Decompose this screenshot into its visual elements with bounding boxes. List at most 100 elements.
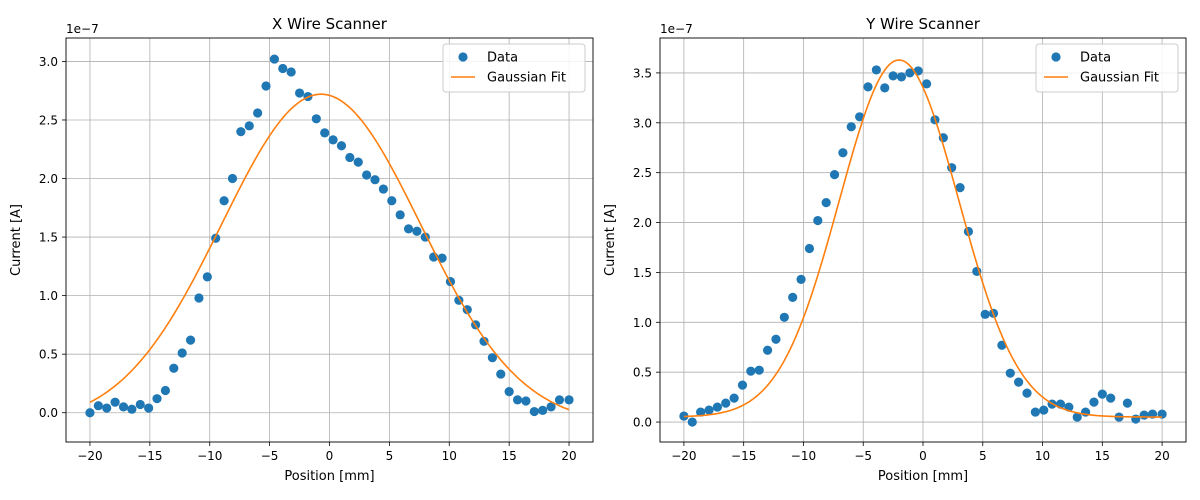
legend: Data Gaussian Fit xyxy=(1035,43,1179,93)
legend: Data Gaussian Fit xyxy=(442,43,586,93)
data-point xyxy=(269,54,280,64)
x-tick-label: 10 xyxy=(442,449,457,463)
data-point xyxy=(746,366,756,376)
chart-title: X Wire Scanner xyxy=(272,15,388,33)
y-axis-ticks: 0.0 0.5 1.0 1.5 2.0 2.5 3.0 xyxy=(39,55,66,420)
data-point xyxy=(144,403,154,413)
y-tick-label: 3.0 xyxy=(633,116,652,130)
data-point xyxy=(177,348,187,358)
data-point xyxy=(93,401,103,411)
x-tick-label: −5 xyxy=(854,449,872,463)
data-point xyxy=(286,67,296,77)
y-tick-label: 3.0 xyxy=(39,55,58,69)
data-point xyxy=(135,399,145,410)
data-point xyxy=(127,404,137,414)
grid xyxy=(66,38,593,442)
data-point xyxy=(721,398,731,408)
data-point xyxy=(762,345,773,355)
data-point xyxy=(202,272,212,282)
y-axis-label: Current [A] xyxy=(9,204,24,276)
x-axis-label: Position [mm] xyxy=(878,469,968,484)
data-point xyxy=(1097,389,1107,399)
data-point xyxy=(888,71,898,81)
data-point xyxy=(529,406,539,417)
chart-title: Y Wire Scanner xyxy=(865,15,981,33)
data-point xyxy=(771,334,781,344)
data-point xyxy=(479,336,489,346)
y-tick-label: 1.0 xyxy=(633,316,652,330)
data-point xyxy=(863,82,873,92)
data-point xyxy=(311,114,321,124)
data-point xyxy=(1030,407,1040,417)
x-tick-label: 15 xyxy=(502,449,517,463)
data-point xyxy=(345,152,355,163)
y-tick-label: 1.0 xyxy=(39,289,58,303)
gaussian-fit-line xyxy=(89,93,570,411)
data-point xyxy=(1005,368,1015,378)
data-point xyxy=(403,224,414,234)
x-tick-label: −10 xyxy=(197,449,222,463)
data-point xyxy=(362,170,372,180)
data-point xyxy=(504,387,514,397)
data-point xyxy=(737,380,748,390)
gaussian-fit-line xyxy=(683,59,1163,418)
data-point xyxy=(896,72,907,82)
data-point xyxy=(412,226,422,236)
data-point xyxy=(1139,410,1149,420)
plot-area xyxy=(679,59,1167,427)
data-point xyxy=(538,405,548,415)
data-point xyxy=(1122,398,1133,408)
data-point xyxy=(871,65,881,75)
data-point xyxy=(554,395,565,405)
data-point xyxy=(696,407,706,417)
data-point xyxy=(788,292,798,302)
data-point xyxy=(512,395,523,405)
x-axis-ticks: −20 −15 −10 −5 0 5 10 15 20 xyxy=(671,442,1170,463)
data-point xyxy=(194,293,204,303)
data-point xyxy=(395,210,405,220)
y-tick-label: 0.0 xyxy=(39,406,58,420)
data-point xyxy=(253,108,263,118)
data-point xyxy=(1039,405,1049,415)
axes-frame xyxy=(659,37,1187,443)
data-point xyxy=(110,397,120,407)
y-tick-label: 0.5 xyxy=(633,366,652,380)
data-point xyxy=(437,253,447,263)
data-point xyxy=(779,312,789,322)
data-point xyxy=(704,405,714,415)
data-point xyxy=(804,243,815,254)
data-point xyxy=(378,184,388,194)
data-point xyxy=(980,309,990,319)
x-tick-label: −20 xyxy=(671,449,696,463)
data-point xyxy=(336,141,347,151)
data-point xyxy=(185,335,196,345)
data-point xyxy=(829,170,840,180)
data-point xyxy=(169,363,179,373)
y-tick-label: 2.0 xyxy=(39,172,58,186)
data-point xyxy=(687,417,697,427)
legend-label: Data xyxy=(1080,51,1111,66)
data-point xyxy=(955,183,965,193)
data-point xyxy=(102,403,112,413)
x-tick-label: 0 xyxy=(919,449,927,463)
y-offset-label: 1e−7 xyxy=(660,22,693,36)
data-point xyxy=(1014,377,1024,387)
y-tick-label: 2.5 xyxy=(633,166,652,180)
data-point xyxy=(370,175,380,185)
x-tick-label: −10 xyxy=(791,449,816,463)
data-point xyxy=(1072,412,1082,422)
data-point xyxy=(905,68,915,78)
x-tick-label: 0 xyxy=(326,449,334,463)
data-point xyxy=(880,83,890,93)
data-point xyxy=(913,66,923,76)
data-point xyxy=(278,63,288,74)
legend-label: Data xyxy=(487,51,518,66)
y-tick-label: 0.5 xyxy=(39,348,58,362)
chart-panel-1: −20 −15 −10 −5 0 5 10 15 20 0.0 0.5 1.0 1.5 2.0 2.5 3.0… xyxy=(9,15,594,484)
axes-frame xyxy=(65,37,594,443)
y-axis-ticks: 0.0 0.5 1.0 1.5 2.0 2.5 3.0 3.5 xyxy=(633,66,660,430)
data-point xyxy=(160,385,171,396)
chart-panel-2: −20 −15 −10 −5 0 5 10 15 20 0.0 0.5 1.0 1.5 2.0 2.5 3.0… xyxy=(603,15,1187,484)
legend-box xyxy=(1035,43,1179,93)
grid xyxy=(660,38,1186,442)
